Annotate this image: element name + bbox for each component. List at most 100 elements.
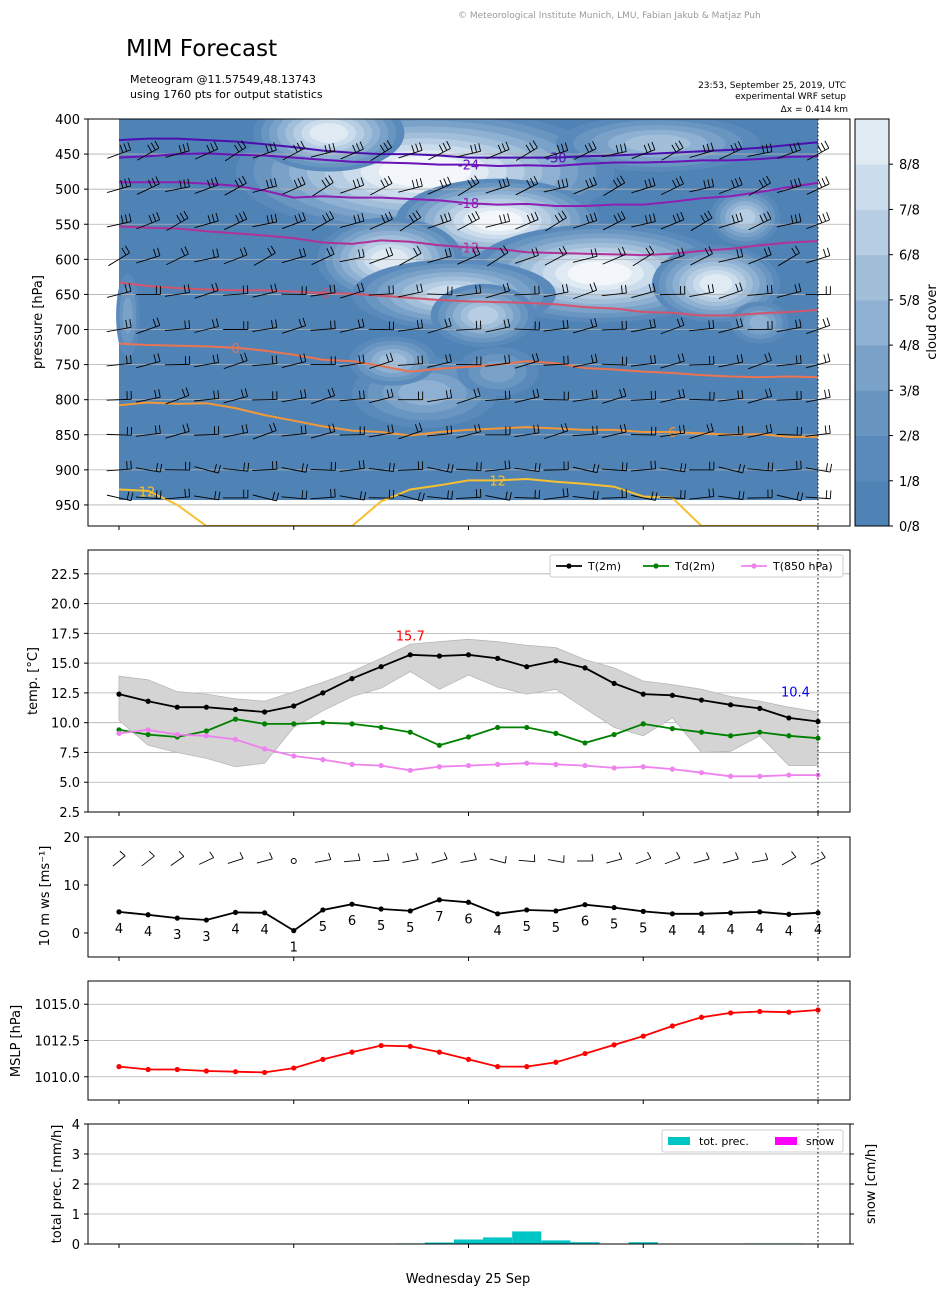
wind-barb-icon — [456, 462, 482, 471]
legend-swatch-1 — [775, 1137, 797, 1145]
isotherm-label-isotherm_6: 6 — [668, 426, 676, 441]
max-temp-annotation: 15.7 — [396, 630, 425, 645]
wind-barb-icon — [718, 354, 744, 368]
isotherm-line-isotherm_-24 — [118, 152, 819, 168]
wind-speed-point-19 — [669, 911, 675, 917]
pressure-tick-label-400: 400 — [55, 113, 80, 128]
wind-barb-icon — [194, 212, 219, 229]
pressure-tick-label-650: 650 — [55, 288, 80, 303]
series-2-point-20 — [698, 770, 705, 776]
wind-barb-icon — [718, 389, 744, 402]
surface-wind-barb-icon — [810, 851, 826, 865]
calm-wind-icon — [290, 858, 297, 864]
series-2-point-7 — [320, 757, 326, 763]
wind-barb-icon — [572, 248, 598, 263]
mslp-point-17 — [611, 1042, 617, 1048]
run-time: 23:53, September 25, 2019, UTC — [698, 81, 846, 91]
series-2-point-18 — [640, 764, 646, 770]
wind-barb-icon — [164, 320, 191, 332]
series-0-point-2 — [174, 704, 180, 710]
temp-tick-label-17.5: 17.5 — [51, 627, 80, 642]
pressure-tick-label-950: 950 — [55, 499, 80, 514]
wind-barb-icon — [778, 245, 800, 267]
wind-barb-icon — [572, 425, 598, 437]
wind-barb-icon — [485, 491, 512, 501]
wind-barb-icon — [776, 213, 802, 228]
wind-barb-icon — [136, 212, 161, 230]
wind-barb-icon — [748, 246, 772, 265]
series-1-point-14 — [524, 724, 530, 731]
wind-barb-icon — [194, 426, 220, 436]
series-1-point-16 — [582, 740, 588, 746]
wind-barb-icon — [397, 461, 424, 471]
series-0-point-10 — [407, 652, 413, 658]
series-2-point-4 — [232, 736, 239, 742]
wind-barb-icon — [689, 178, 715, 193]
surface-wind-barb-icon — [256, 852, 273, 864]
wind-barb-icon — [224, 140, 247, 162]
mslp-point-1 — [145, 1066, 151, 1073]
wind-barb-icon — [252, 491, 280, 502]
colorbar-tick-label-5: 5/8 — [899, 294, 920, 309]
series-0-point-15 — [553, 658, 559, 664]
wind-speed-value-label-16: 6 — [581, 915, 589, 930]
surface-wind-barb-icon — [547, 855, 565, 863]
wind-barb-icon — [748, 211, 772, 231]
wind-barb-icon — [719, 141, 743, 160]
wind-barb-icon — [194, 463, 221, 474]
wind-barb-icon — [543, 283, 569, 298]
wind-speed-value-label-2: 3 — [173, 928, 181, 943]
wind-barb-icon — [398, 283, 423, 298]
wind-barb-icon — [312, 175, 334, 197]
wind-barb-icon — [281, 463, 308, 473]
wind-barb-icon — [165, 178, 190, 193]
wind-barb-icon — [776, 426, 802, 436]
legend-marker-0 — [566, 563, 572, 569]
wind-barb-icon — [660, 285, 686, 296]
cloud-cover-ylabel: pressure [hPa] — [31, 275, 46, 369]
wind-barb-icon — [485, 141, 510, 160]
wind-barb-icon — [631, 213, 656, 228]
mslp-tick-label-1012.5: 1012.5 — [35, 1035, 81, 1050]
wind-barb-icon — [252, 142, 277, 159]
cloud-blob-3-level-9 — [567, 261, 632, 286]
series-0-point-4 — [232, 706, 239, 713]
min-temp-annotation: 10.4 — [781, 685, 810, 700]
series-2-point-19 — [669, 766, 675, 772]
wind-barb-icon — [543, 142, 569, 159]
precipitation-panel: 0 1 2 3 4 total prec. [mm/h] snow [cm/h] tot… — [50, 1118, 879, 1253]
cloud-blob-11-level-6 — [467, 306, 499, 325]
page-title: MIM Forecast — [126, 36, 278, 62]
mslp-line — [118, 1009, 819, 1074]
wind-barb-icon — [573, 212, 598, 229]
precip-bar-11 — [424, 1242, 454, 1244]
surface-wind-barb-icon — [343, 853, 361, 863]
wind-barb-icon — [368, 388, 394, 404]
statistics-note: using 1760 pts for output statistics — [130, 88, 323, 101]
wind-speed-value-label-21: 4 — [726, 923, 734, 938]
series-1-point-0 — [116, 727, 122, 733]
wind-barb-icon — [485, 282, 510, 299]
wind-barb-icon — [543, 355, 569, 366]
series-0-point-21 — [728, 702, 734, 708]
series-1-point-5 — [262, 721, 268, 727]
surface-wind-barb-icon — [606, 852, 623, 864]
wind-barb-icon — [223, 321, 249, 330]
series-0-point-14 — [524, 664, 530, 670]
resolution-note: Δx = 0.414 km — [780, 105, 848, 115]
wind-barb-icon — [397, 319, 423, 332]
wind-barb-icon — [339, 390, 365, 402]
series-0-point-22 — [757, 705, 763, 711]
mslp-point-2 — [174, 1066, 180, 1073]
wind-speed-value-label-7: 5 — [319, 920, 327, 935]
wind-barb-icon — [603, 175, 626, 196]
wind-barb-icon — [572, 318, 598, 334]
wind-barb-icon — [572, 353, 598, 368]
wind-barb-icon — [748, 352, 772, 370]
wind-barb-icon — [340, 141, 364, 160]
wind-barb-icon — [631, 283, 656, 299]
wind-barb-icon — [543, 319, 569, 332]
wind-barb-icon — [369, 247, 394, 264]
series-2-point-8 — [349, 761, 355, 767]
surface-wind-barb-icon — [635, 851, 652, 865]
